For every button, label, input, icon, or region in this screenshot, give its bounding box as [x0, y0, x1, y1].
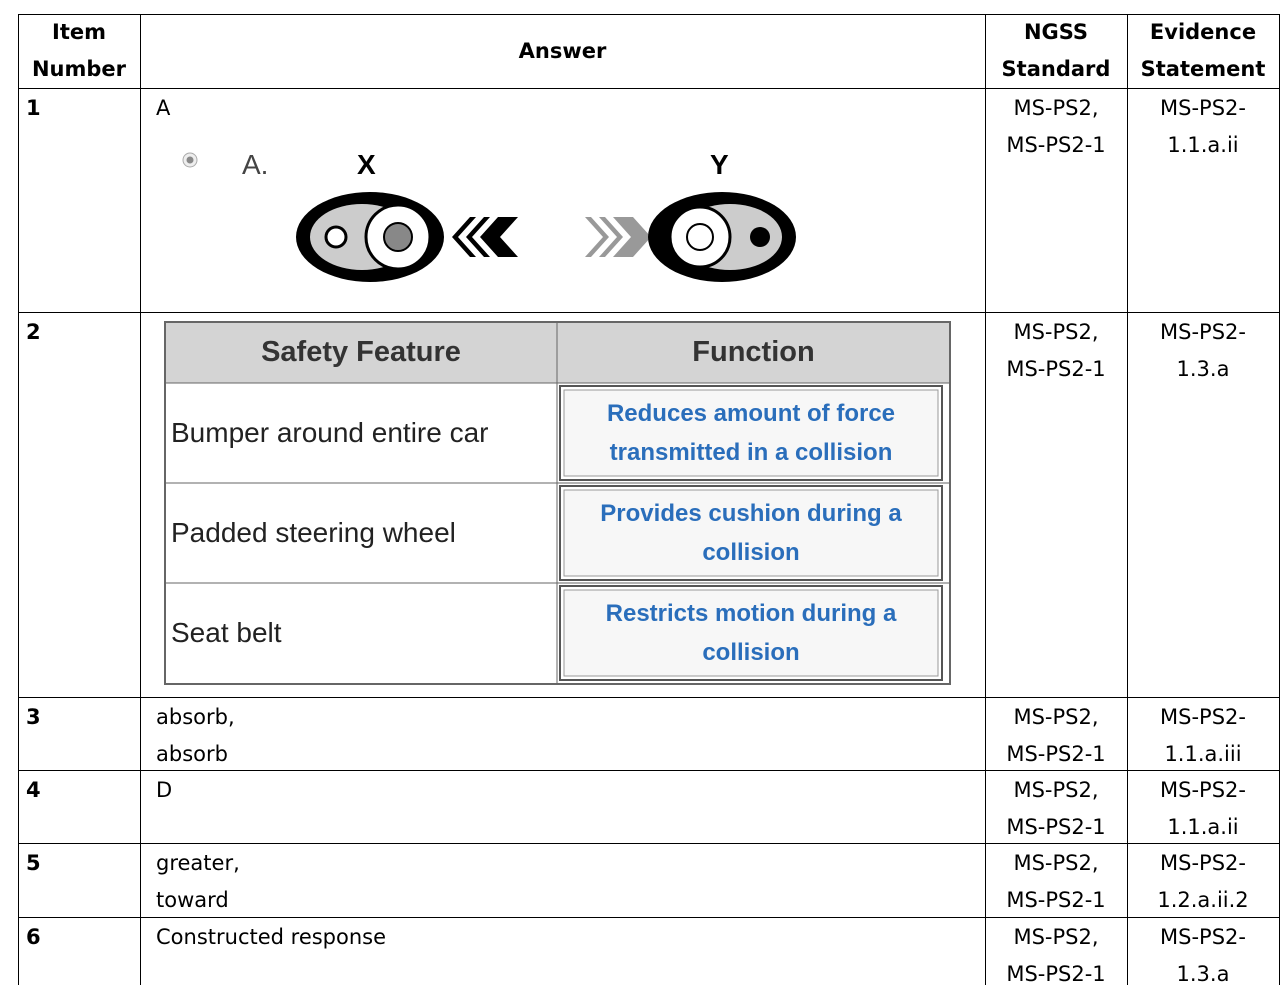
table-border: [18, 917, 1280, 918]
standard-line: MS-PS2,: [1013, 96, 1099, 120]
item-number: 5: [26, 851, 41, 875]
standard-line: MS-PS2-1: [1006, 133, 1106, 157]
item2-table-frame: [164, 321, 951, 685]
standard-line: MS-PS2,: [1013, 320, 1099, 344]
safety-feature: Padded steering wheel: [171, 517, 456, 548]
header-cell: Evidence: [1149, 20, 1257, 44]
answer-line: A: [156, 96, 171, 120]
answer-line: D: [156, 778, 173, 802]
magnet-label: X: [357, 149, 376, 180]
inner-header: Function: [692, 336, 815, 368]
table-border: [18, 843, 1280, 844]
standard-line: MS-PS2,: [1013, 705, 1099, 729]
evidence-line: MS-PS2-: [1160, 778, 1246, 802]
table-border: [18, 770, 1280, 771]
item-number: 4: [26, 778, 41, 802]
table-border: [18, 88, 1280, 89]
evidence-line: 1.1.a.ii: [1167, 133, 1239, 157]
evidence-line: 1.3.a: [1176, 357, 1230, 381]
answer-line: toward: [156, 888, 229, 912]
item-number: 3: [26, 705, 41, 729]
evidence-line: 1.1.a.ii: [1167, 815, 1239, 839]
function-line: collision: [702, 539, 800, 566]
item-number: 2: [26, 320, 41, 344]
magnet-label: Y: [710, 149, 729, 180]
answer-line: Constructed response: [156, 925, 387, 949]
table-border: [140, 14, 141, 985]
table-border: [18, 14, 1280, 15]
standard-line: MS-PS2,: [1013, 925, 1099, 949]
function-line: Reduces amount of force: [606, 400, 896, 427]
answer-line: absorb: [156, 742, 228, 766]
standard-line: MS-PS2,: [1013, 851, 1099, 875]
evidence-line: MS-PS2-: [1160, 705, 1246, 729]
item-number: 1: [26, 96, 41, 120]
arrows-left: [452, 217, 518, 257]
standard-line: MS-PS2,: [1013, 778, 1099, 802]
standard-line: MS-PS2-1: [1006, 357, 1106, 381]
evidence-line: 1.2.a.ii.2: [1157, 888, 1249, 912]
magnet-y: [648, 192, 796, 282]
header-cell: NGSS: [1023, 20, 1089, 44]
table-border: [18, 697, 1280, 698]
evidence-line: MS-PS2-: [1160, 851, 1246, 875]
table-border: [18, 14, 19, 985]
inner-header: Safety Feature: [261, 336, 461, 368]
standard-line: MS-PS2-1: [1006, 815, 1106, 839]
safety-feature: Bumper around entire car: [171, 417, 489, 448]
standard-line: MS-PS2-1: [1006, 742, 1106, 766]
evidence-line: MS-PS2-: [1160, 320, 1246, 344]
radio-dot: [186, 156, 194, 164]
arrows-right: [585, 217, 651, 257]
item-number: 6: [26, 925, 41, 949]
standard-line: MS-PS2-1: [1006, 888, 1106, 912]
function-line: collision: [702, 639, 800, 666]
table-border: [985, 14, 986, 985]
function-line: transmitted in a collision: [609, 439, 893, 466]
magnet-x: [296, 192, 444, 282]
header-cell: Number: [31, 57, 127, 81]
header-cell: Standard: [1001, 57, 1111, 81]
evidence-line: MS-PS2-: [1160, 96, 1246, 120]
standard-line: MS-PS2-1: [1006, 962, 1106, 985]
header-cell: Answer: [518, 39, 607, 63]
evidence-line: MS-PS2-: [1160, 925, 1246, 949]
header-cell: Item: [52, 20, 106, 44]
evidence-line: 1.3.a: [1176, 962, 1230, 985]
answer-line: absorb,: [156, 705, 235, 729]
header-cell: Statement: [1140, 57, 1266, 81]
safety-feature: Seat belt: [171, 617, 282, 648]
option-label: A.: [242, 149, 269, 180]
evidence-line: 1.1.a.iii: [1164, 742, 1242, 766]
function-line: Restricts motion during a: [605, 600, 897, 627]
table-border: [1127, 14, 1128, 985]
answer-line: greater,: [156, 851, 240, 875]
table-border: [18, 312, 1280, 313]
function-line: Provides cushion during a: [600, 500, 902, 527]
